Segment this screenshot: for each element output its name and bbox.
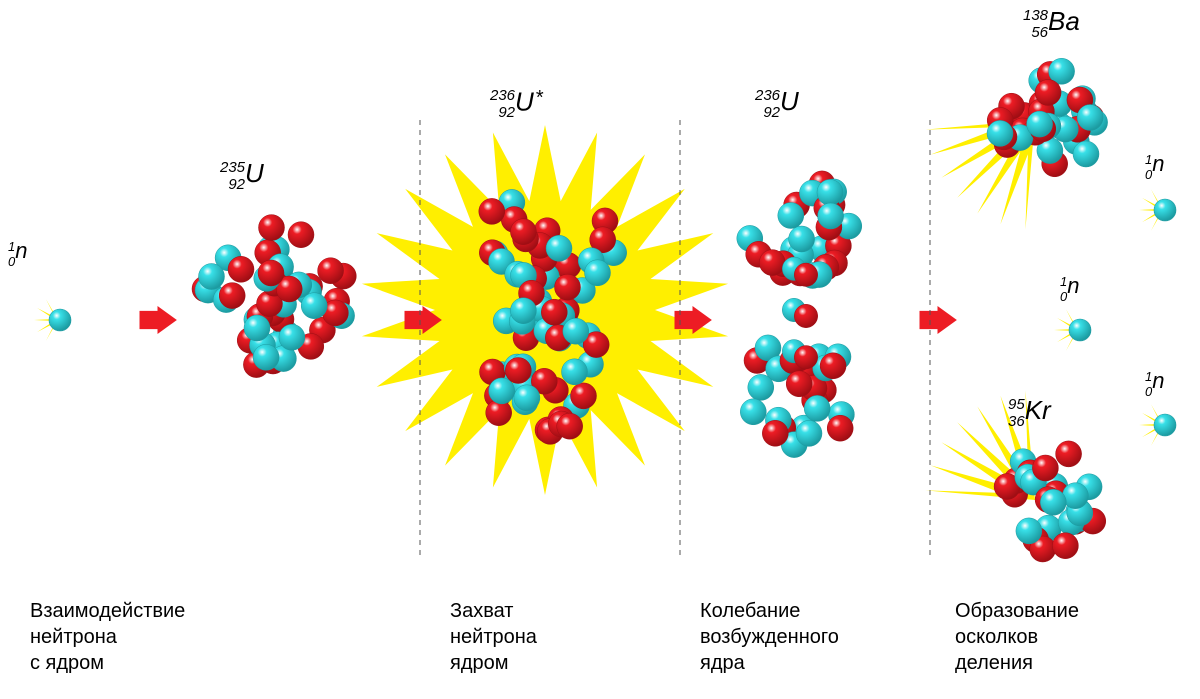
nuclide-label-n: 10n bbox=[1145, 153, 1164, 181]
nuclide-label-U: 23692U* bbox=[490, 88, 544, 120]
stage-caption-2: Колебание возбужденного ядра bbox=[700, 598, 839, 676]
nuclide-label-n: 10n bbox=[8, 240, 27, 268]
nuclide-label-n: 10n bbox=[1060, 275, 1079, 303]
free-neutron bbox=[1154, 199, 1176, 221]
nuclide-label-U: 23592U bbox=[220, 160, 264, 192]
nuclide-label-n: 10n bbox=[1145, 370, 1164, 398]
stage-caption-0: Взаимодействие нейтрона с ядром bbox=[30, 598, 185, 676]
stage-caption-3: Образование осколков деления bbox=[955, 598, 1079, 676]
nuclide-label-Ba: 13856Ba bbox=[1023, 8, 1080, 40]
fission-diagram bbox=[0, 0, 1200, 699]
free-neutron bbox=[49, 309, 71, 331]
free-neutron bbox=[1154, 414, 1176, 436]
free-neutron bbox=[1069, 319, 1091, 341]
nuclide-label-U: 23692U bbox=[755, 88, 799, 120]
stage-caption-1: Захват нейтрона ядром bbox=[450, 598, 537, 676]
nuclide-label-Kr: 9536Kr bbox=[1008, 397, 1051, 429]
